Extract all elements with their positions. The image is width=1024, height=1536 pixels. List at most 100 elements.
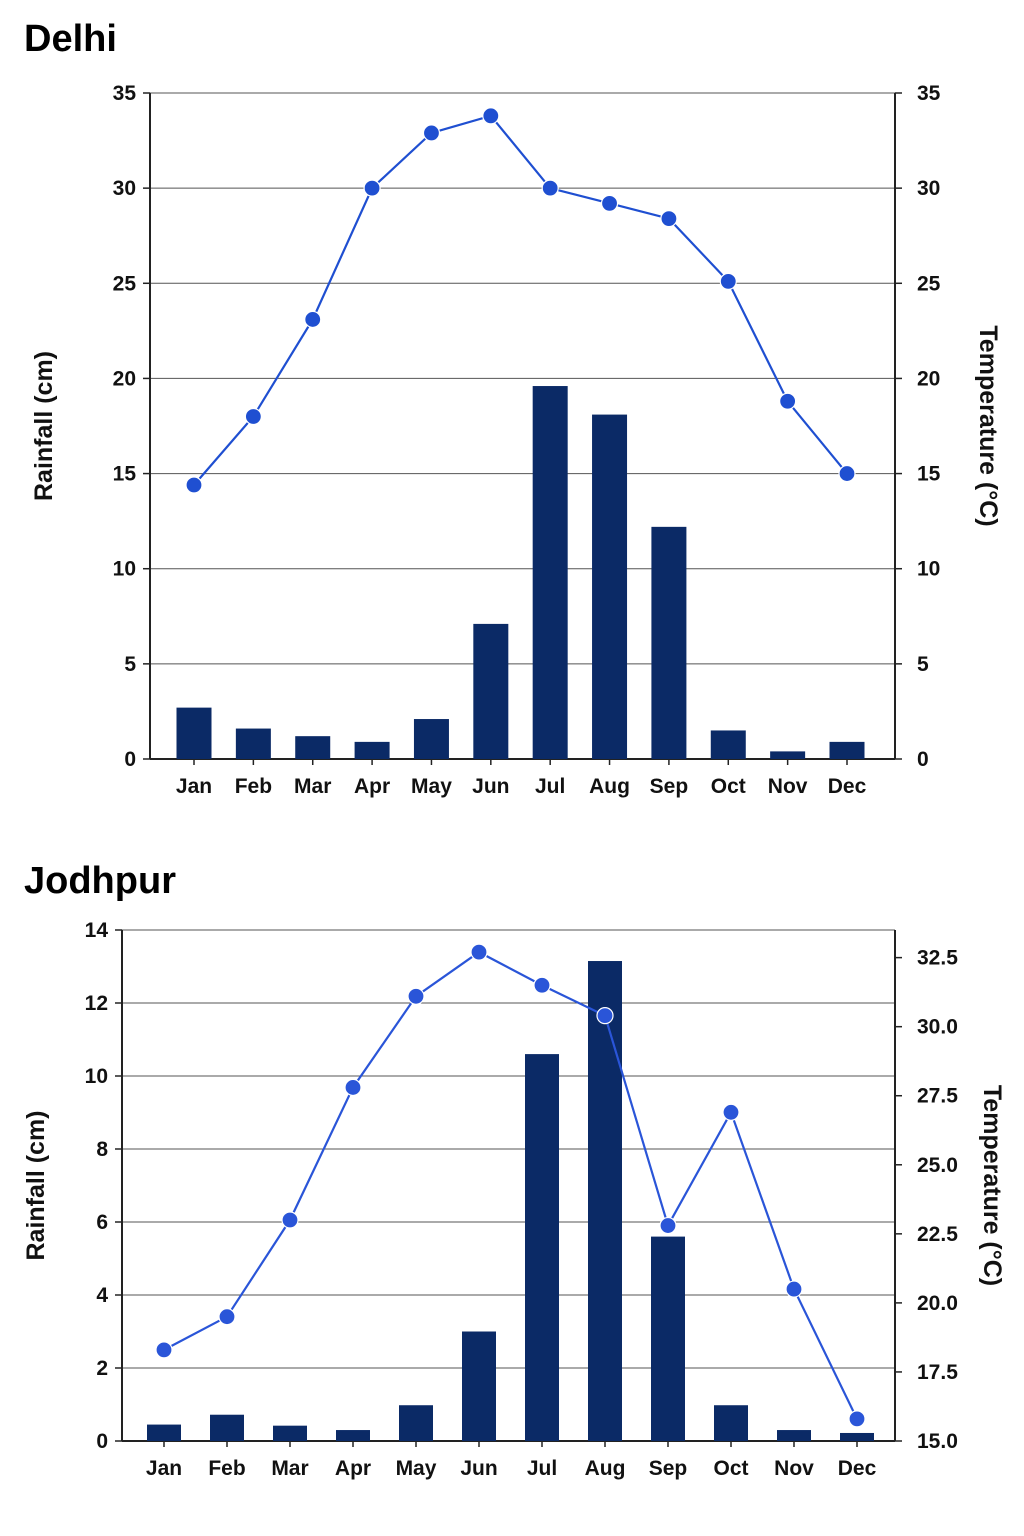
rainfall-bar bbox=[462, 1331, 496, 1441]
y-axis-label: Rainfall (cm) bbox=[30, 351, 58, 501]
temperature-point bbox=[719, 272, 737, 290]
rainfall-bar bbox=[651, 1236, 685, 1441]
temperature-line bbox=[193, 114, 848, 486]
y-tick-label: 8 bbox=[96, 1138, 108, 1161]
x-tick-label: Apr bbox=[354, 775, 390, 798]
rainfall-bar bbox=[829, 741, 865, 759]
x-tick-label: Feb bbox=[235, 775, 272, 798]
temperature-point bbox=[482, 107, 500, 125]
x-tick-label: Jul bbox=[527, 1457, 557, 1480]
temperature-point bbox=[422, 124, 441, 142]
rainfall-bar bbox=[770, 751, 806, 759]
temperature-point bbox=[470, 943, 488, 961]
temperature-point bbox=[722, 1103, 740, 1121]
y-right-tick-label: 30.0 bbox=[917, 1016, 958, 1039]
rainfall-bar bbox=[592, 414, 628, 759]
y-tick-label: 6 bbox=[96, 1211, 108, 1234]
x-tick-label: Apr bbox=[335, 1457, 371, 1480]
temperature-point bbox=[660, 209, 678, 228]
y-tick-label: 35 bbox=[113, 82, 137, 105]
x-tick-label: Sep bbox=[650, 775, 689, 798]
y-right-tick-label: 35 bbox=[917, 82, 941, 105]
temperature-point bbox=[155, 1341, 173, 1359]
y-right-axis-label: Temperature (°C) bbox=[974, 325, 1002, 526]
temperature-point bbox=[304, 310, 322, 329]
temperature-point bbox=[659, 1216, 677, 1235]
temperature-point bbox=[363, 179, 381, 197]
x-tick-label: Jun bbox=[460, 1457, 497, 1480]
x-tick-label: Aug bbox=[589, 775, 630, 798]
temperature-point bbox=[541, 179, 559, 197]
temperature-point bbox=[407, 987, 425, 1005]
y-tick-label: 15 bbox=[113, 463, 137, 486]
temperature-point bbox=[600, 194, 619, 212]
y-tick-label: 4 bbox=[96, 1284, 108, 1307]
y-axis-label: Rainfall (cm) bbox=[22, 1110, 50, 1260]
temperature-point bbox=[785, 1280, 803, 1298]
y-tick-label: 14 bbox=[85, 919, 109, 942]
temperature-point bbox=[244, 407, 262, 426]
x-tick-label: Feb bbox=[208, 1457, 245, 1480]
y-tick-label: 0 bbox=[124, 748, 136, 771]
rainfall-bar bbox=[840, 1432, 874, 1441]
rainfall-bar bbox=[473, 623, 509, 759]
rainfall-bar bbox=[588, 961, 622, 1441]
y-tick-label: 10 bbox=[113, 558, 136, 581]
y-right-tick-label: 5 bbox=[917, 653, 929, 676]
y-right-tick-label: 30 bbox=[917, 177, 940, 200]
y-tick-label: 30 bbox=[113, 177, 136, 200]
y-tick-label: 10 bbox=[85, 1065, 108, 1088]
y-right-tick-label: 27.5 bbox=[917, 1085, 958, 1108]
rainfall-bar bbox=[273, 1425, 307, 1441]
rainfall-bar bbox=[295, 736, 331, 759]
y-right-tick-label: 17.5 bbox=[917, 1361, 958, 1384]
x-tick-label: Dec bbox=[838, 1457, 877, 1480]
y-right-tick-label: 25.0 bbox=[917, 1154, 958, 1177]
y-right-tick-label: 25 bbox=[917, 272, 941, 295]
temperature-point bbox=[533, 976, 551, 994]
delhi-chart: Delhi 0 5 10 15 20 25 30 35 0 5 10 15 20 25 30 35 Jan Feb… bbox=[24, 18, 1002, 798]
y-right-tick-label: 22.5 bbox=[917, 1223, 958, 1246]
x-tick-label: Sep bbox=[649, 1457, 688, 1480]
temperature-point bbox=[185, 476, 203, 494]
rainfall-bar bbox=[714, 1405, 748, 1441]
rainfall-bar bbox=[651, 526, 687, 759]
y-right-tick-label: 10 bbox=[917, 558, 940, 581]
x-tick-label: Jan bbox=[176, 775, 212, 798]
y-tick-label: 25 bbox=[113, 272, 137, 295]
rainfall-bar bbox=[210, 1414, 244, 1441]
y-tick-label: 2 bbox=[96, 1357, 108, 1380]
rainfall-bar bbox=[336, 1430, 370, 1441]
x-tick-label: Dec bbox=[828, 775, 867, 798]
rainfall-bar bbox=[235, 728, 271, 759]
rainfall-bar bbox=[413, 719, 449, 759]
x-tick-label: Nov bbox=[774, 1457, 814, 1480]
chart-title: Delhi bbox=[24, 18, 117, 60]
y-right-tick-label: 15 bbox=[917, 463, 941, 486]
delhi-combo-chart: 0 5 10 15 20 25 30 35 0 5 10 15 20 25 30 35 Jan Feb Mar Apr… bbox=[30, 82, 1002, 798]
chart-title: Jodhpur bbox=[24, 860, 176, 902]
rainfall-bar bbox=[710, 730, 746, 759]
y-right-axis-label: Temperature (°C) bbox=[978, 1085, 1006, 1286]
x-tick-label: Aug bbox=[585, 1457, 626, 1480]
y-tick-label: 12 bbox=[85, 992, 108, 1015]
temperature-point bbox=[218, 1308, 236, 1326]
rainfall-bar bbox=[176, 707, 212, 759]
rainfall-bar bbox=[354, 741, 390, 759]
x-tick-label: Oct bbox=[711, 775, 746, 798]
x-tick-label: Jul bbox=[535, 775, 565, 798]
x-tick-label: Mar bbox=[294, 775, 331, 798]
y-right-tick-label: 32.5 bbox=[917, 947, 958, 970]
rainfall-bar bbox=[532, 386, 568, 759]
x-tick-label: May bbox=[396, 1457, 437, 1480]
x-tick-label: May bbox=[411, 775, 452, 798]
rainfall-bar bbox=[525, 1054, 559, 1441]
temperature-point bbox=[838, 464, 856, 483]
x-tick-label: Jan bbox=[146, 1457, 182, 1480]
y-right-tick-label: 0 bbox=[917, 748, 929, 771]
y-tick-label: 5 bbox=[124, 653, 136, 676]
rainfall-bar bbox=[777, 1430, 811, 1441]
x-tick-label: Mar bbox=[271, 1457, 308, 1480]
